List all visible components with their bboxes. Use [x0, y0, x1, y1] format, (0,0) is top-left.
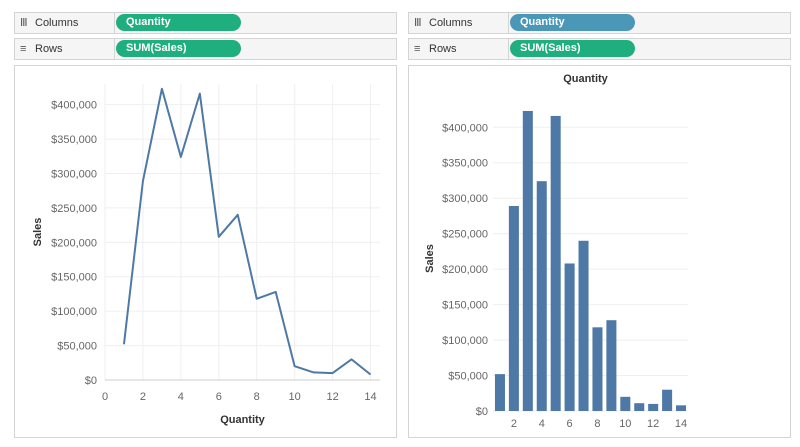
y-tick-label: $250,000: [51, 203, 97, 215]
bar: [564, 263, 575, 411]
y-tick-label: $50,000: [448, 371, 488, 383]
columns-pill-quantity[interactable]: Quantity: [510, 14, 635, 31]
bar: [676, 405, 687, 411]
rows-icon: ≡: [20, 43, 27, 55]
rows-shelf: ≡ Rows SUM(Sales): [408, 38, 791, 60]
columns-icon: Ⅲ: [414, 17, 422, 29]
bar: [522, 110, 533, 411]
bar-chart-view[interactable]: $0 $50,000 $100,000 $150,000 $200,000 $250,00…: [408, 65, 791, 438]
x-tick-label: 10: [289, 391, 301, 403]
y-tick-label: $200,000: [51, 237, 97, 249]
x-tick-label: 14: [675, 418, 687, 430]
y-tick-label: $100,000: [442, 335, 488, 347]
y-axis-title: Sales: [32, 218, 44, 247]
bar: [634, 403, 645, 411]
bar: [620, 396, 631, 411]
columns-icon: Ⅲ: [20, 17, 28, 29]
bar: [508, 206, 519, 411]
x-tick-label: 0: [102, 391, 108, 403]
rows-pill-sum-sales[interactable]: SUM(Sales): [116, 40, 241, 57]
columns-label: Columns: [35, 17, 79, 29]
x-tick-label: 8: [254, 391, 260, 403]
y-tick-label: $150,000: [51, 272, 97, 284]
chart-title: Quantity: [563, 73, 608, 85]
rows-icon: ≡: [414, 43, 421, 55]
sales-line: [122, 87, 372, 376]
y-tick-label: $150,000: [442, 300, 488, 312]
x-axis-title: Quantity: [220, 414, 265, 426]
left-worksheet: Ⅲ Columns Quantity ≡ Rows SUM(Sales) $0 $…: [14, 0, 397, 447]
bar: [648, 403, 659, 411]
x-tick-label: 4: [539, 418, 545, 430]
bar: [578, 240, 589, 411]
rows-shelf-label: ≡ Rows: [409, 39, 509, 59]
y-tick-label: $250,000: [442, 229, 488, 241]
x-tick-label: 2: [511, 418, 517, 430]
y-tick-label: $350,000: [442, 158, 488, 170]
bar-chart: $0 $50,000 $100,000 $150,000 $200,000 $250,00…: [424, 73, 688, 430]
rows-pill-sum-sales[interactable]: SUM(Sales): [510, 40, 635, 57]
columns-shelf-label: Ⅲ Columns: [15, 13, 115, 33]
rows-shelf: ≡ Rows SUM(Sales): [14, 38, 397, 60]
y-tick-label: $400,000: [51, 100, 97, 112]
y-tick-label: $50,000: [57, 341, 97, 353]
x-tick-label: 12: [326, 391, 338, 403]
bar: [550, 115, 561, 411]
x-tick-label: 2: [140, 391, 146, 403]
y-tick-label: $400,000: [442, 122, 488, 134]
x-tick-label: 10: [619, 418, 631, 430]
bar: [494, 374, 505, 411]
columns-shelf: Ⅲ Columns Quantity: [14, 12, 397, 34]
line-chart-view[interactable]: $0 $50,000 $100,000 $150,000 $200,000 $250,00…: [14, 65, 397, 438]
columns-shelf-label: Ⅲ Columns: [409, 13, 509, 33]
line-chart: $0 $50,000 $100,000 $150,000 $200,000 $250,00…: [32, 84, 380, 426]
y-tick-label: $350,000: [51, 134, 97, 146]
bar: [606, 320, 617, 411]
y-tick-label: $300,000: [442, 193, 488, 205]
rows-label: Rows: [429, 43, 457, 55]
y-axis-title: Sales: [424, 244, 436, 273]
rows-shelf-label: ≡ Rows: [15, 39, 115, 59]
x-tick-label: 12: [647, 418, 659, 430]
x-tick-label: 8: [594, 418, 600, 430]
y-tick-label: $0: [476, 406, 488, 418]
rows-label: Rows: [35, 43, 63, 55]
x-tick-label: 14: [364, 391, 376, 403]
x-tick-label: 4: [178, 391, 184, 403]
bar: [662, 389, 673, 411]
columns-shelf: Ⅲ Columns Quantity: [408, 12, 791, 34]
x-tick-label: 6: [567, 418, 573, 430]
bar: [592, 327, 603, 411]
bar: [536, 181, 547, 411]
x-tick-label: 6: [216, 391, 222, 403]
y-tick-label: $100,000: [51, 306, 97, 318]
columns-pill-quantity[interactable]: Quantity: [116, 14, 241, 31]
y-tick-label: $300,000: [51, 168, 97, 180]
right-worksheet: Ⅲ Columns Quantity ≡ Rows SUM(Sales) $0 $…: [408, 0, 791, 447]
y-tick-label: $200,000: [442, 264, 488, 276]
columns-label: Columns: [429, 17, 473, 29]
y-tick-label: $0: [85, 375, 97, 387]
